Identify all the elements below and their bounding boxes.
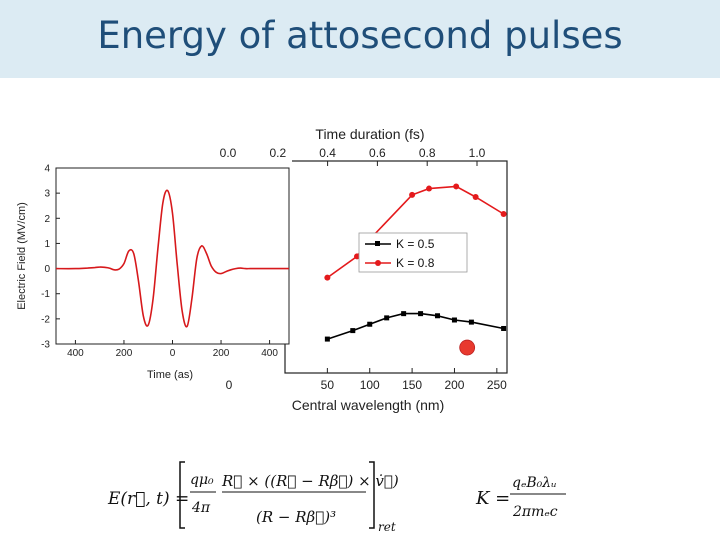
data-point-k05 xyxy=(501,325,507,331)
inset-x-tick-label: 400 xyxy=(67,348,84,359)
legend-label-k08: K = 0.8 xyxy=(396,256,435,270)
bottom-tick-label: 150 xyxy=(402,378,422,392)
data-point-k05 xyxy=(418,311,424,317)
inset-y-tick-label: 2 xyxy=(44,214,50,225)
eq-right-bracket xyxy=(369,461,375,529)
inset-y-tick-label: 4 xyxy=(44,164,50,175)
inset-y-tick-label: 0 xyxy=(44,264,50,275)
data-point-k05 xyxy=(350,328,356,334)
legend-marker-k08 xyxy=(375,260,381,266)
data-point-k05 xyxy=(451,317,457,323)
eq-num: R⃗ × ((R⃗ − Rβ⃗) × v̇⃗) xyxy=(221,472,399,490)
data-point-k08 xyxy=(426,185,433,192)
field-equation: E(r⃗, t) = qμ₀ 4π R⃗ × ((R⃗ − Rβ⃗) × v̇⃗… xyxy=(107,461,399,534)
highlight-point xyxy=(459,339,476,356)
inset-field-curve xyxy=(55,189,289,328)
inset-series-layer xyxy=(55,189,289,328)
series-line-k05 xyxy=(327,312,504,340)
inset-x-tick-label: 0 xyxy=(170,348,176,359)
main-y-tick-partial: 0 xyxy=(226,378,233,392)
inset-top-mask xyxy=(202,157,292,169)
data-point-k08 xyxy=(324,274,331,281)
bottom-axis-label: Central wavelength (nm) xyxy=(292,397,445,413)
inset-chart: Electric Field (MV/cm) Time (as) 400 200 0… xyxy=(16,157,292,381)
inset-x-tick-label: 200 xyxy=(213,348,230,359)
data-point-k05 xyxy=(384,315,390,321)
top-tick-label: 0.8 xyxy=(419,146,436,160)
top-tick-label: 0.4 xyxy=(319,146,336,160)
data-point-k08 xyxy=(409,191,416,198)
k-den: 2πmₑc xyxy=(512,504,558,520)
legend: K = 0.5 K = 0.8 xyxy=(358,232,468,273)
title-bar xyxy=(0,0,720,78)
eq-ret: ret xyxy=(378,520,396,534)
eq-lhs: E(r⃗, t) = xyxy=(107,489,189,509)
top-tick-label: 0.0 xyxy=(220,146,237,160)
eq-den: (R − Rβ⃗)³ xyxy=(256,508,336,526)
legend-label-k05: K = 0.5 xyxy=(396,237,435,251)
legend-marker-k05 xyxy=(375,241,380,246)
data-point-k08 xyxy=(453,183,460,190)
bottom-tick-label: 50 xyxy=(321,378,335,392)
inset-y-tick-label: 3 xyxy=(44,189,50,200)
inset-plot-frame xyxy=(55,167,290,345)
eq-const-num: qμ₀ xyxy=(190,472,214,488)
inset-y-tick-label: -1 xyxy=(41,289,50,300)
k-num: qₑB₀λᵤ xyxy=(512,475,557,491)
slide-title: Energy of attosecond pulses xyxy=(97,14,623,57)
top-tick-label: 1.0 xyxy=(469,146,486,160)
data-point-k05 xyxy=(435,313,441,319)
data-point-k05 xyxy=(468,319,474,325)
bottom-tick-label: 200 xyxy=(444,378,464,392)
main-chart: Time duration (fs) 0.0 0.2 0.4 0.6 0.8 1.0 50… xyxy=(220,126,508,413)
bottom-tick-label: 100 xyxy=(360,378,380,392)
top-tick-label: 0.6 xyxy=(369,146,386,160)
top-axis-ticks: 0.0 0.2 0.4 0.6 0.8 1.0 xyxy=(220,146,486,166)
inset-y-tick-label: 1 xyxy=(44,239,50,250)
data-point-k08 xyxy=(354,253,361,260)
inset-y-axis-label: Electric Field (MV/cm) xyxy=(16,202,28,310)
data-point-k05 xyxy=(401,311,407,317)
k-equation: K = qₑB₀λᵤ 2πmₑc xyxy=(475,475,566,520)
inset-y-tick-label: -3 xyxy=(41,340,50,351)
eq-left-bracket xyxy=(179,461,185,529)
data-point-k08 xyxy=(472,194,479,201)
inset-x-tick-label: 400 xyxy=(261,348,278,359)
k-lhs: K = xyxy=(475,488,510,509)
data-point-k05 xyxy=(324,336,330,342)
bottom-axis-ticks: 50 100 150 200 250 xyxy=(321,368,507,392)
top-axis-label: Time duration (fs) xyxy=(315,126,424,142)
inset-axis-ticks: 400 200 0 200 400 -3 -2 -1 0 1 2 3 4 xyxy=(41,164,278,360)
bottom-tick-label: 250 xyxy=(487,378,507,392)
inset-x-tick-label: 200 xyxy=(116,348,133,359)
top-tick-label: 0.2 xyxy=(269,146,286,160)
data-point-k05 xyxy=(367,321,373,327)
inset-x-axis-label: Time (as) xyxy=(147,369,193,381)
data-point-k08 xyxy=(500,211,507,217)
eq-const-den: 4π xyxy=(191,500,211,516)
inset-y-tick-label: -2 xyxy=(41,314,50,325)
